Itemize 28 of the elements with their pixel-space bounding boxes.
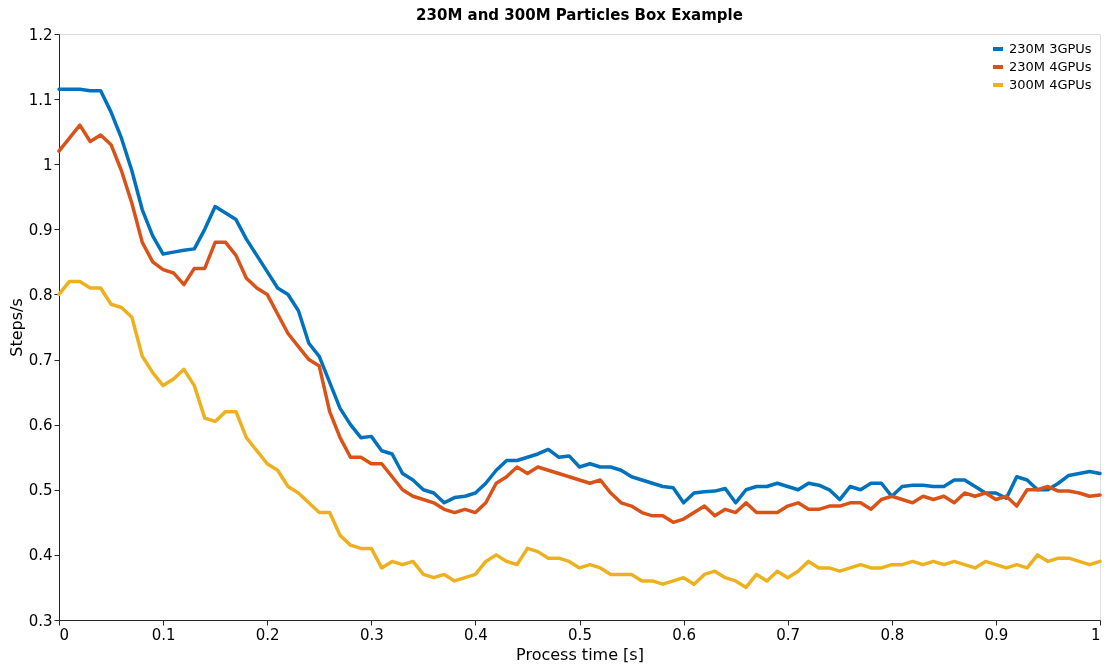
x-axis-title: Process time [s] [516,644,644,664]
y-tick-label: 1.2 [28,25,53,44]
x-tick-label: 1 [1090,625,1101,644]
y-tick-label: 0.5 [28,481,53,500]
y-axis-title: Steps/s [6,298,26,357]
x-tick-label: 0.5 [568,625,592,644]
chart-title: 230M and 300M Particles Box Example [416,6,743,24]
line-series [57,279,1102,590]
y-tick-label: 1 [42,155,53,174]
legend-label: 230M 4GPUs [1009,59,1092,74]
x-tick-label: 0.1 [151,625,176,644]
x-tick-label: 0.6 [672,625,697,644]
y-tick-label: 0.7 [28,351,53,370]
legend-label: 230M 3GPUs [1009,41,1092,56]
y-tick-label: 0.9 [28,220,53,239]
y-tick-label: 0.6 [28,416,53,435]
legend-label: 300M 4GPUs [1009,77,1092,92]
y-tick-label: 1.1 [28,90,53,109]
x-tick-label: 0 [59,625,70,644]
x-tick-label: 0.2 [255,625,280,644]
x-tick-label: 0.4 [463,625,488,644]
x-tick-label: 0.8 [880,625,905,644]
x-tick-label: 0.3 [359,625,384,644]
x-tick-label: 0.7 [776,625,801,644]
x-tick-label: 0.9 [984,625,1009,644]
y-tick-label: 0.3 [28,611,53,630]
y-tick-label: 0.4 [28,546,53,565]
y-tick-label: 0.8 [28,285,53,304]
